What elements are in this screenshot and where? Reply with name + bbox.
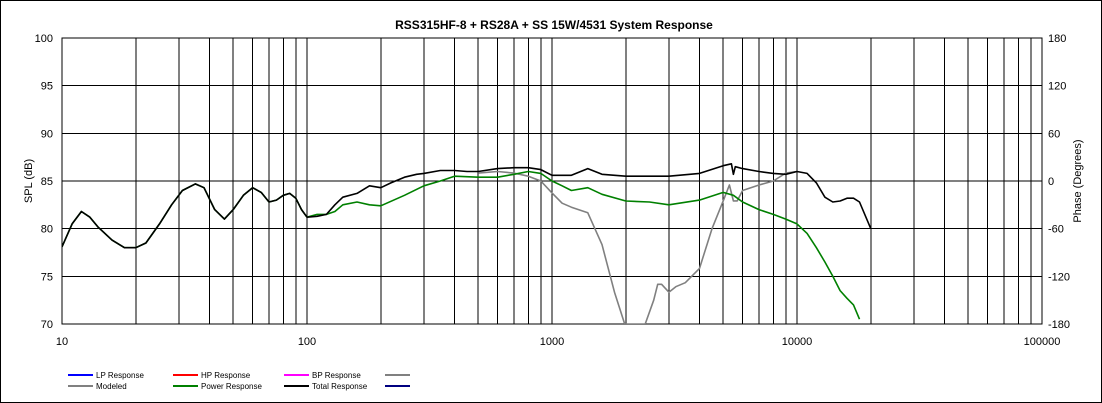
legend-label: Modeled — [96, 382, 127, 391]
legend-label: LP Response — [96, 371, 144, 380]
y-tick-label: 95 — [41, 81, 53, 93]
y2-tick-label: 0 — [1048, 176, 1054, 188]
grid-lines — [62, 38, 1042, 324]
legend: LP Response HP Response BP Response Modeled… — [68, 371, 410, 391]
y-tick-label: 90 — [41, 128, 53, 140]
y-axis-label: SPL (dB) — [23, 159, 35, 203]
legend-label: Total Response — [312, 382, 368, 391]
total-response-line — [62, 163, 872, 249]
tick-labels: 10 100 1000 10000 100000 100 95 90 85 80 75 70 180 12… — [35, 33, 1070, 348]
y-tick-label: 70 — [41, 319, 53, 331]
x-tick-label: 1000 — [540, 336, 564, 348]
y2-axis-label: Phase (Degrees) — [1072, 139, 1084, 222]
y-tick-label: 75 — [41, 271, 53, 283]
legend-label: BP Response — [312, 371, 361, 380]
y2-tick-label: 120 — [1048, 81, 1066, 93]
x-tick-label: 10000 — [782, 336, 813, 348]
y-tick-label: 85 — [41, 176, 53, 188]
chart-title: RSS315HF-8 + RS28A + SS 15W/4531 System … — [395, 18, 713, 32]
legend-label: Power Response — [201, 382, 262, 391]
legend-label: HP Response — [201, 371, 251, 380]
y2-tick-label: 180 — [1048, 33, 1066, 45]
x-tick-label: 100000 — [1024, 336, 1061, 348]
y2-tick-label: -180 — [1048, 319, 1070, 331]
x-tick-label: 100 — [298, 336, 316, 348]
y-tick-label: 100 — [35, 33, 53, 45]
y2-tick-label: -120 — [1048, 271, 1070, 283]
series-lines — [62, 163, 872, 324]
y2-tick-label: -60 — [1048, 224, 1064, 236]
y-tick-label: 80 — [41, 224, 53, 236]
y2-tick-label: 60 — [1048, 128, 1060, 140]
x-tick-label: 10 — [56, 336, 68, 348]
